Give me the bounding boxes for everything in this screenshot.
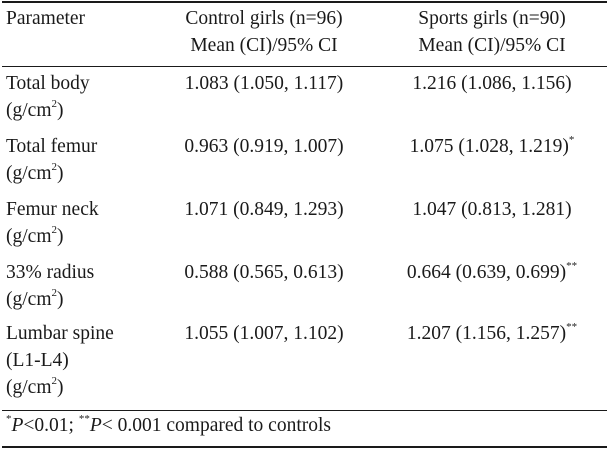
row-sports-value: 1.075 (1.028, 1.219)* xyxy=(409,133,575,157)
parameter-name: Femur neck xyxy=(6,199,99,220)
header-sports-label: Sports girls (n=90) xyxy=(418,8,566,29)
footnote-p: P xyxy=(11,415,24,436)
parameter-name: Total femur xyxy=(6,136,98,157)
top-rule xyxy=(2,1,607,3)
row-control-value: 0.588 (0.565, 0.613) xyxy=(184,262,344,283)
row-sports-value: 1.207 (1.156, 1.257)** xyxy=(406,320,578,344)
parameter-name-sub: (L1-L4) xyxy=(6,350,69,371)
table-header: Parameter Control girls (n=96) Mean (CI)… xyxy=(2,5,607,65)
header-control-stat: Mean (CI)/95% CI xyxy=(190,35,338,56)
header-sports-girls: Sports girls (n=90) Mean (CI)/95% CI xyxy=(392,5,592,59)
parameter-unit: (g/cm2) xyxy=(6,374,64,398)
row-control-value: 1.071 (0.849, 1.293) xyxy=(184,199,344,220)
footer-rule xyxy=(2,410,607,411)
row-control-value: 1.055 (1.007, 1.102) xyxy=(184,323,344,344)
row-sports-value: 1.047 (0.813, 1.281) xyxy=(412,199,572,220)
parameter-name: Total body xyxy=(6,73,90,94)
row-sports-value: 1.216 (1.086, 1.156) xyxy=(412,73,572,94)
table-footnote: *P<0.01; **P< 0.001 compared to controls xyxy=(6,412,331,439)
header-parameter-label: Parameter xyxy=(6,8,86,29)
row-parameter: 33% radius (g/cm2) xyxy=(6,259,94,313)
header-rule xyxy=(2,66,607,67)
parameter-unit: (g/cm2) xyxy=(6,286,64,310)
parameter-unit: (g/cm2) xyxy=(6,223,64,247)
row-parameter: Femur neck (g/cm2) xyxy=(6,196,99,250)
header-parameter: Parameter xyxy=(6,5,85,32)
header-control-label: Control girls (n=96) xyxy=(185,8,343,29)
footnote-p: P xyxy=(89,415,102,436)
header-sports-stat: Mean (CI)/95% CI xyxy=(418,35,566,56)
row-parameter: Total body (g/cm2) xyxy=(6,70,90,124)
parameter-unit: (g/cm2) xyxy=(6,97,64,121)
parameter-unit: (g/cm2) xyxy=(6,160,64,184)
footnote-text: < 0.001 compared to controls xyxy=(101,415,332,436)
row-control-value: 1.083 (1.050, 1.117) xyxy=(184,73,344,94)
row-parameter: Total femur (g/cm2) xyxy=(6,133,97,187)
row-control-value: 0.963 (0.919, 1.007) xyxy=(184,136,344,157)
footnote-text: <0.01; xyxy=(23,415,79,436)
header-control-girls: Control girls (n=96) Mean (CI)/95% CI xyxy=(164,5,364,59)
bottom-rule xyxy=(2,446,607,448)
footnote-mark: * xyxy=(6,412,12,425)
row-sports-value: 0.664 (0.639, 0.699)** xyxy=(406,259,578,283)
row-parameter: Lumbar spine (L1-L4) (g/cm2) xyxy=(6,320,114,401)
parameter-name: 33% radius xyxy=(6,262,95,283)
footnote-mark: ** xyxy=(78,412,90,425)
parameter-name: Lumbar spine xyxy=(6,323,114,344)
